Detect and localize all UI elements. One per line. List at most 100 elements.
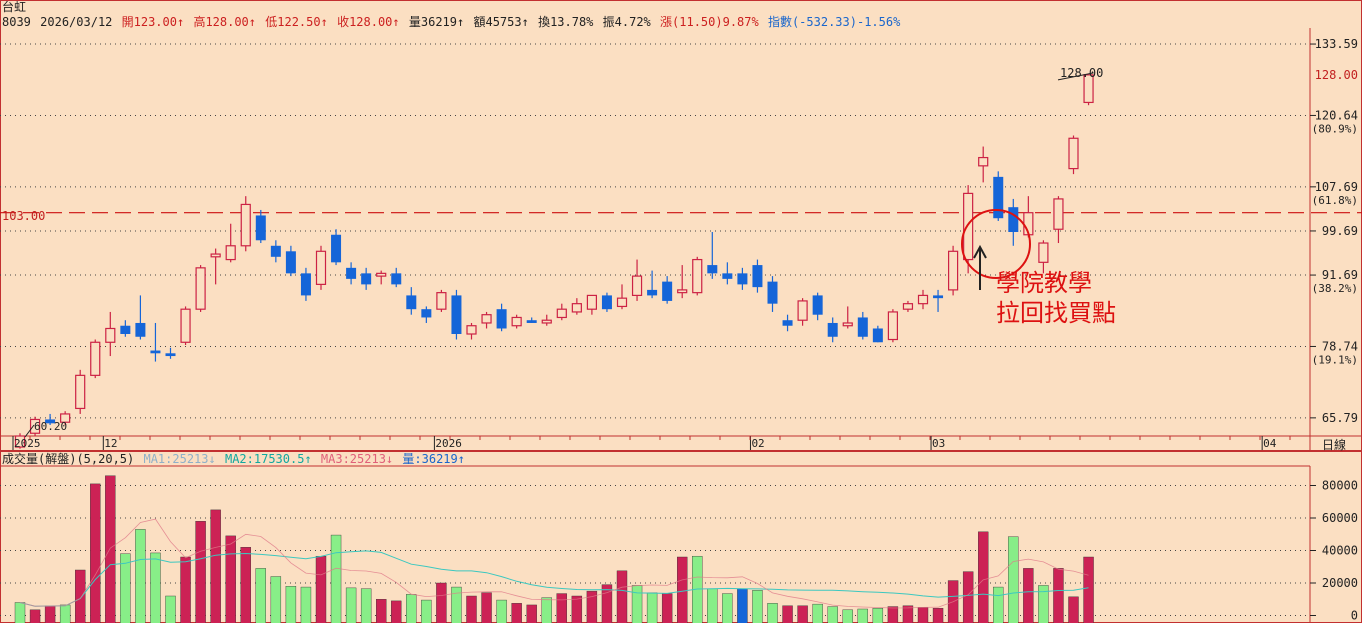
last-price-annotation: 128.00	[1060, 66, 1103, 80]
candle-body-down	[707, 265, 717, 273]
volume-bar	[1008, 537, 1018, 623]
volume-bar	[436, 583, 446, 623]
volume-bar	[135, 529, 145, 623]
candle	[858, 312, 868, 340]
candle	[241, 196, 250, 251]
candle	[933, 290, 943, 312]
volume-bar	[361, 589, 371, 623]
candle	[406, 287, 416, 315]
volume-bar	[602, 585, 612, 623]
candle-body-down	[813, 295, 823, 314]
price-grid	[0, 44, 1362, 418]
candle	[722, 262, 732, 284]
volume-bar	[467, 596, 477, 623]
time-tick-label: 04	[1263, 437, 1277, 450]
candle	[135, 295, 145, 339]
volume-bar	[813, 604, 823, 623]
candle-body-up	[1069, 138, 1078, 168]
volume-bar	[1053, 568, 1063, 623]
candle	[843, 306, 852, 328]
candle	[527, 317, 537, 323]
volume-bar	[30, 610, 40, 623]
candle	[421, 306, 431, 323]
candle-body-up	[693, 260, 702, 293]
candle-body-up	[979, 158, 988, 166]
fib-level-label: (19.1%)	[1312, 353, 1358, 366]
volume-bar	[527, 605, 537, 623]
volume-bar	[752, 590, 762, 623]
volume-bar	[376, 599, 386, 623]
volume-bar	[933, 608, 943, 623]
candle	[211, 249, 220, 285]
volume-tick-label: 0	[1351, 609, 1358, 623]
candle-body-down	[331, 235, 341, 263]
volume-bars	[15, 476, 1094, 623]
volume-bar	[1084, 557, 1094, 623]
volume-bar	[196, 521, 206, 623]
price-tick-label: 120.64	[1315, 108, 1358, 122]
candle-body-up	[512, 317, 521, 325]
candle-body-up	[618, 298, 627, 306]
volume-bar	[316, 556, 326, 623]
volume-bar	[993, 587, 1003, 623]
volume-bar	[572, 596, 582, 623]
volume-bar	[346, 588, 356, 623]
reference-line-label: 103.00	[2, 209, 45, 223]
candle	[76, 370, 85, 414]
candle	[633, 260, 642, 301]
price-panel-frame	[1, 1, 1362, 451]
price-tick-label: 78.74	[1322, 339, 1358, 353]
volume-bar	[406, 594, 416, 623]
volume-bar	[421, 600, 431, 623]
candle-body-up	[949, 251, 958, 290]
volume-bar	[647, 593, 657, 623]
candle	[542, 315, 551, 326]
candle	[768, 276, 778, 312]
candle-body-down	[933, 295, 943, 298]
volume-bar	[677, 557, 687, 623]
candle	[1054, 196, 1063, 243]
candle	[196, 265, 205, 312]
candle-body-down	[722, 273, 732, 279]
timeframe-label[interactable]: 日線	[1322, 437, 1346, 452]
volume-bar	[391, 601, 401, 623]
candle-body-up	[964, 193, 973, 259]
volume-bar	[783, 606, 793, 623]
time-tick-label: 02	[751, 437, 764, 450]
price-tick-label: 65.79	[1322, 411, 1358, 425]
candle-body-up	[76, 375, 85, 408]
candle	[451, 290, 461, 340]
volume-bar	[226, 536, 236, 623]
candle-body-down	[737, 273, 747, 284]
volume-bar	[1069, 597, 1079, 623]
time-tick-label: 03	[932, 437, 945, 450]
volume-bar	[241, 547, 251, 623]
time-tick-label: 2025	[14, 437, 41, 450]
candle	[737, 268, 747, 290]
candle-body-down	[150, 351, 160, 354]
candle-body-down	[752, 265, 762, 287]
candle-body-up	[211, 254, 220, 257]
candle-body-down	[271, 246, 281, 257]
candle	[587, 295, 596, 314]
volume-bar	[150, 553, 160, 623]
candle-body-up	[467, 326, 476, 334]
volume-bar	[482, 593, 492, 623]
ma2-line	[20, 551, 1089, 606]
volume-bar	[60, 605, 70, 623]
volume-bar	[166, 596, 176, 623]
volume-bar	[903, 606, 913, 623]
candle	[271, 240, 281, 262]
candle	[949, 246, 958, 296]
candle-body-up	[91, 342, 100, 375]
candle	[391, 268, 401, 287]
candle	[331, 229, 341, 265]
candle	[888, 309, 897, 342]
candle-body-down	[1008, 207, 1018, 232]
candle-body-up	[843, 323, 852, 326]
volume-tick-label: 20000	[1322, 576, 1358, 590]
candle-body-up	[181, 309, 190, 342]
volume-bar	[858, 609, 868, 623]
candle-body-up	[196, 268, 205, 309]
